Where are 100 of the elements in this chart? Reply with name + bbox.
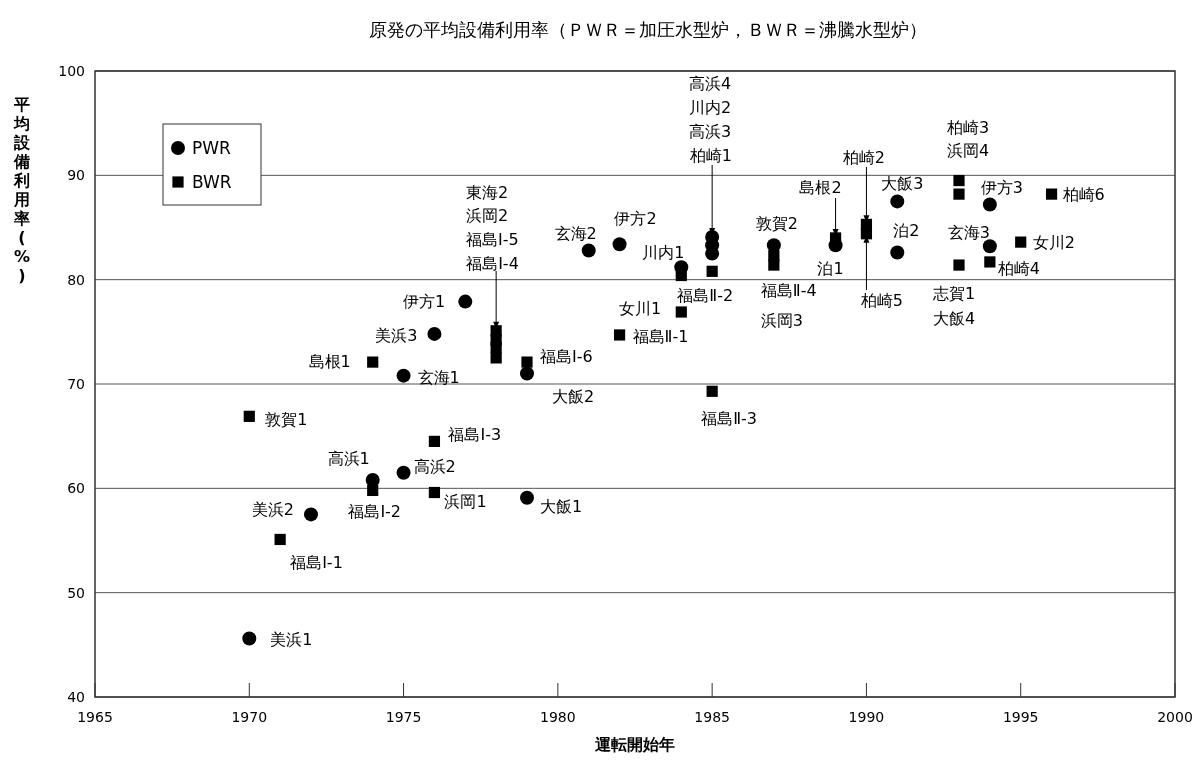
text: 平均設備利用率(%): [13, 95, 31, 285]
annotation: 高浜4: [688, 73, 732, 93]
annotation: 高浜2: [413, 457, 456, 477]
annotation: 浜岡1: [444, 492, 487, 512]
annotation: 柏崎6: [1061, 184, 1105, 204]
annotation: 柏崎5: [859, 290, 903, 310]
point: [396, 465, 411, 480]
annotation: 浜岡4: [946, 140, 990, 160]
x-tick-label: 1980: [540, 709, 576, 725]
legend-label: PWR: [192, 137, 232, 158]
point: [520, 490, 534, 505]
point: [953, 188, 965, 200]
x-tick-label: 1995: [1002, 709, 1039, 725]
point: [428, 486, 441, 499]
point: [490, 352, 502, 364]
point: [953, 259, 965, 271]
annotation: 福島I-1: [290, 553, 343, 573]
point: [612, 237, 627, 252]
annotation: 敦賀1: [265, 409, 308, 429]
annotation: 美浜2: [251, 500, 294, 520]
annotation: 女川2: [1032, 232, 1075, 252]
point: [828, 238, 843, 253]
annotation: 福島Ⅱ-1: [632, 326, 689, 346]
x-tick-label: 1985: [694, 709, 730, 725]
annotation: 柏崎1: [688, 145, 732, 165]
annotation: 伊方3: [980, 178, 1023, 198]
annotation: 福島I-6: [540, 346, 593, 366]
point: [427, 326, 442, 341]
point: [766, 238, 781, 253]
point: [1015, 236, 1027, 248]
y-tick-label: 80: [67, 271, 85, 288]
y-tick-label: 60: [67, 480, 85, 497]
point: [521, 356, 533, 368]
point: [984, 256, 996, 268]
annotation: 川内1: [642, 242, 685, 262]
annotation: 福島I-4: [466, 253, 519, 273]
annotation: 柏崎2: [841, 147, 885, 167]
point: [428, 435, 441, 447]
annotation: 川内2: [688, 97, 732, 117]
y-tick-label: 50: [67, 584, 85, 601]
annotation: 玄海3: [947, 222, 990, 242]
annotation: 島根2: [799, 177, 842, 197]
annotation: 玄海1: [417, 368, 460, 388]
annotation: 柏崎3: [945, 118, 990, 138]
point: [458, 294, 473, 309]
point: [860, 228, 873, 240]
annotation: 大飯2: [551, 387, 595, 407]
annotation: 福島Ⅱ-3: [701, 408, 758, 428]
point: [367, 356, 379, 368]
y-tick-label: 90: [67, 167, 85, 184]
annotation: 美浜3: [375, 325, 418, 345]
annotation: 柏崎4: [996, 258, 1041, 278]
annotation: 大飯3: [881, 174, 924, 194]
annotation: 敦賀2: [755, 213, 798, 233]
point: [890, 194, 905, 209]
x-tick-label: 1965: [77, 709, 113, 725]
annotation: 高浜3: [688, 121, 732, 141]
annotation: 美浜1: [270, 630, 313, 650]
point: [953, 174, 965, 187]
point: [242, 631, 257, 646]
point: [581, 243, 596, 258]
annotation: 福島Ⅱ-4: [760, 281, 817, 301]
x-axis-title: 運転開始年: [594, 735, 675, 754]
point: [706, 385, 718, 397]
point: [274, 533, 286, 546]
annotation: 東海2: [466, 182, 509, 202]
annotation: 女川1: [619, 298, 662, 318]
annotation: 浜岡3: [760, 310, 804, 330]
point: [982, 197, 997, 212]
annotation: 福島Ⅱ-2: [677, 286, 734, 306]
x-tick-label: 2000: [1157, 709, 1193, 725]
point: [706, 265, 718, 277]
point: [890, 245, 905, 260]
annotation: 福島I-3: [448, 424, 502, 444]
point: [520, 366, 534, 381]
annotation: 浜岡2: [466, 205, 509, 225]
annotation: 福島I-2: [348, 502, 402, 522]
y-tick-label: 70: [67, 375, 85, 392]
annotation: 大飯4: [932, 308, 976, 328]
point: [768, 259, 780, 271]
annotation: 志賀1: [932, 283, 976, 303]
y-tick-label: 40: [67, 688, 85, 705]
y-tick-label: 100: [58, 62, 85, 79]
point: [675, 306, 687, 318]
point: [1045, 188, 1058, 200]
annotation: 玄海2: [554, 224, 597, 244]
point: [613, 329, 626, 341]
annotation: 大飯1: [540, 497, 583, 517]
point: [365, 472, 380, 487]
annotation: 高浜1: [327, 448, 370, 468]
annotation: 泊2: [893, 221, 920, 241]
annotation: 伊方1: [403, 292, 446, 312]
annotation: 福島I-5: [466, 229, 519, 249]
point: [396, 368, 411, 383]
legend-label: BWR: [192, 171, 232, 192]
annotation: 泊1: [817, 258, 844, 278]
point: [304, 507, 318, 522]
annotation: 島根1: [308, 351, 351, 371]
x-tick-label: 1990: [848, 709, 885, 725]
annotation: 伊方2: [614, 208, 657, 228]
